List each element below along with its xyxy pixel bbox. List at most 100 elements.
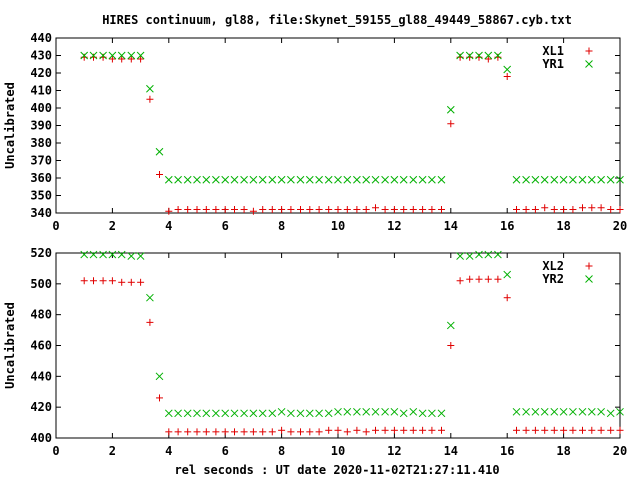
data-point [108,51,117,60]
data-point [540,175,549,184]
data-point [437,206,445,213]
data-point [606,409,615,418]
data-point [531,407,540,416]
data-point [164,175,173,184]
data-point [193,428,201,436]
data-point [249,428,257,436]
data-point [343,206,351,213]
y-tick-label: 340 [30,206,52,220]
data-point [146,318,154,326]
data-point [607,206,615,213]
data-point [597,426,605,434]
x-tick-label: 16 [500,219,514,233]
data-point [390,426,398,434]
data-point [541,204,549,212]
data-point [371,407,380,416]
data-point [118,278,126,286]
data-point [305,409,314,418]
data-point [512,407,521,416]
x-tick-label: 10 [331,219,345,233]
data-point [503,65,512,74]
data-point [466,275,474,283]
series-xl2 [80,275,624,436]
data-point [212,409,220,418]
series-yr2 [80,250,624,418]
data-point [231,428,239,436]
data-point [390,407,399,416]
data-point [560,206,568,213]
data-point [390,206,398,213]
data-point [174,428,182,436]
y-axis-label: Uncalibrated [3,82,17,169]
data-point [315,428,323,436]
data-point [597,407,605,416]
data-point [512,175,521,184]
data-point [343,428,351,436]
data-point [127,252,136,260]
data-point [446,105,455,114]
data-point [221,428,229,436]
data-point [137,278,145,286]
data-point [419,426,427,434]
data-point [127,55,135,63]
series-yr1 [80,51,624,184]
data-point [465,51,474,60]
data-point [616,175,624,184]
data-point [494,250,502,259]
legend-marker [585,262,593,270]
data-point [305,175,314,184]
data-point [381,206,389,213]
data-point [287,175,295,184]
chart-title: HIRES continuum, gl88, file:Skynet_59155… [102,13,572,28]
data-point [89,250,98,259]
legend-marker [585,47,593,55]
y-tick-label: 370 [30,154,52,168]
data-point [475,275,483,283]
data-point [484,275,492,283]
data-point [277,407,286,416]
data-point [193,206,201,213]
data-point [268,175,277,184]
data-point [315,206,323,213]
data-point [475,250,483,259]
data-point [550,206,558,213]
data-point [127,278,135,286]
data-point [372,204,380,212]
data-point [90,277,98,285]
data-point [193,175,201,184]
y-tick-label: 500 [30,277,52,291]
data-point [183,409,192,418]
data-point [409,175,418,184]
data-point [437,409,446,418]
data-point [184,428,192,436]
x-tick-label: 2 [109,444,116,458]
data-point [287,409,295,418]
legend-label: YR2 [542,272,564,286]
data-point [278,206,286,213]
data-point [258,409,267,418]
x-tick-label: 18 [556,219,570,233]
data-point [428,206,436,213]
plot-frame [55,37,621,214]
data-point [231,206,239,213]
data-point [569,175,577,184]
x-tick-label: 6 [222,444,229,458]
data-point [343,175,352,184]
data-point [89,51,98,60]
x-axis-label: rel seconds : UT date 2020-11-02T21:27:1… [174,463,499,477]
data-point [296,428,304,436]
data-point [381,426,389,434]
data-point [99,277,107,285]
data-point [306,206,314,213]
data-point [503,73,511,80]
data-point [559,407,568,416]
data-point [503,270,512,279]
data-point [353,426,361,434]
data-point [212,206,220,213]
x-tick-label: 0 [52,219,59,233]
data-point [117,51,126,60]
data-point [324,175,333,184]
data-point [588,204,596,212]
legend-label: XL1 [542,44,564,58]
data-point [578,407,587,416]
